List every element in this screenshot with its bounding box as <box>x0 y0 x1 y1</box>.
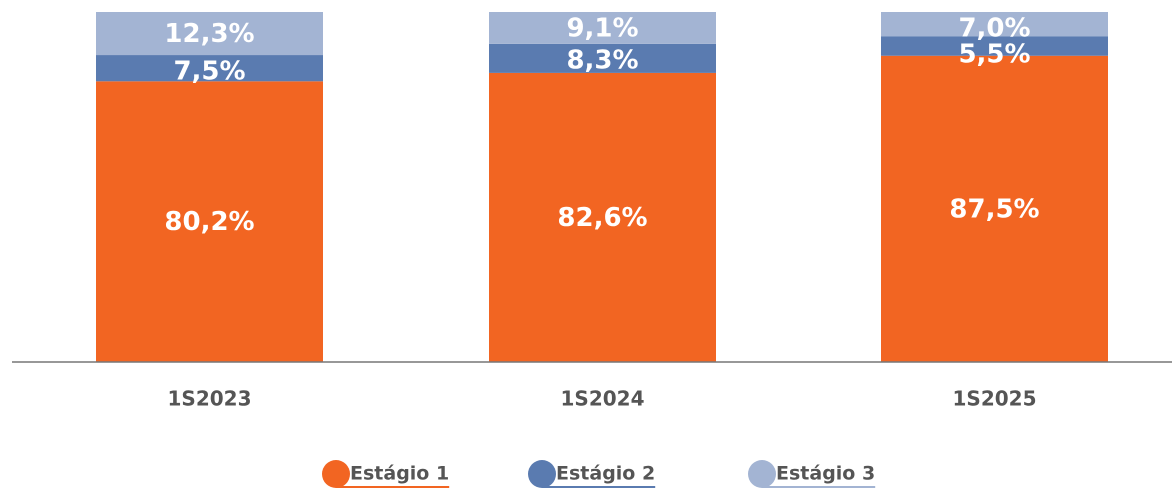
legend-swatch <box>528 460 556 488</box>
value-label: 87,5% <box>949 194 1039 224</box>
legend-label: Estágio 3 <box>776 463 875 485</box>
legend-label: Estágio 2 <box>556 463 655 485</box>
bar-segment <box>489 43 716 73</box>
value-label: 8,3% <box>566 45 638 75</box>
value-label: 5,5% <box>958 40 1030 70</box>
bar-segment <box>881 55 1108 362</box>
bar-segment <box>489 72 716 363</box>
legend-swatch <box>748 460 776 488</box>
legend-label: Estágio 1 <box>350 463 449 485</box>
x-tick-label: 1S2023 <box>168 387 252 411</box>
value-label: 7,0% <box>958 14 1030 44</box>
bar-segment <box>489 12 716 44</box>
value-label: 7,5% <box>173 57 245 87</box>
value-label: 9,1% <box>566 14 638 44</box>
bar-segment <box>96 55 323 82</box>
bar-segment <box>96 81 323 363</box>
x-tick-label: 1S2025 <box>953 387 1037 411</box>
value-label: 80,2% <box>164 207 254 237</box>
bar-segment <box>96 12 323 56</box>
value-label: 82,6% <box>557 203 647 233</box>
value-label: 12,3% <box>164 19 254 49</box>
bar-segment <box>881 36 1108 56</box>
legend-swatch <box>322 460 350 488</box>
x-tick-label: 1S2024 <box>561 387 645 411</box>
bar-segment <box>881 12 1108 37</box>
